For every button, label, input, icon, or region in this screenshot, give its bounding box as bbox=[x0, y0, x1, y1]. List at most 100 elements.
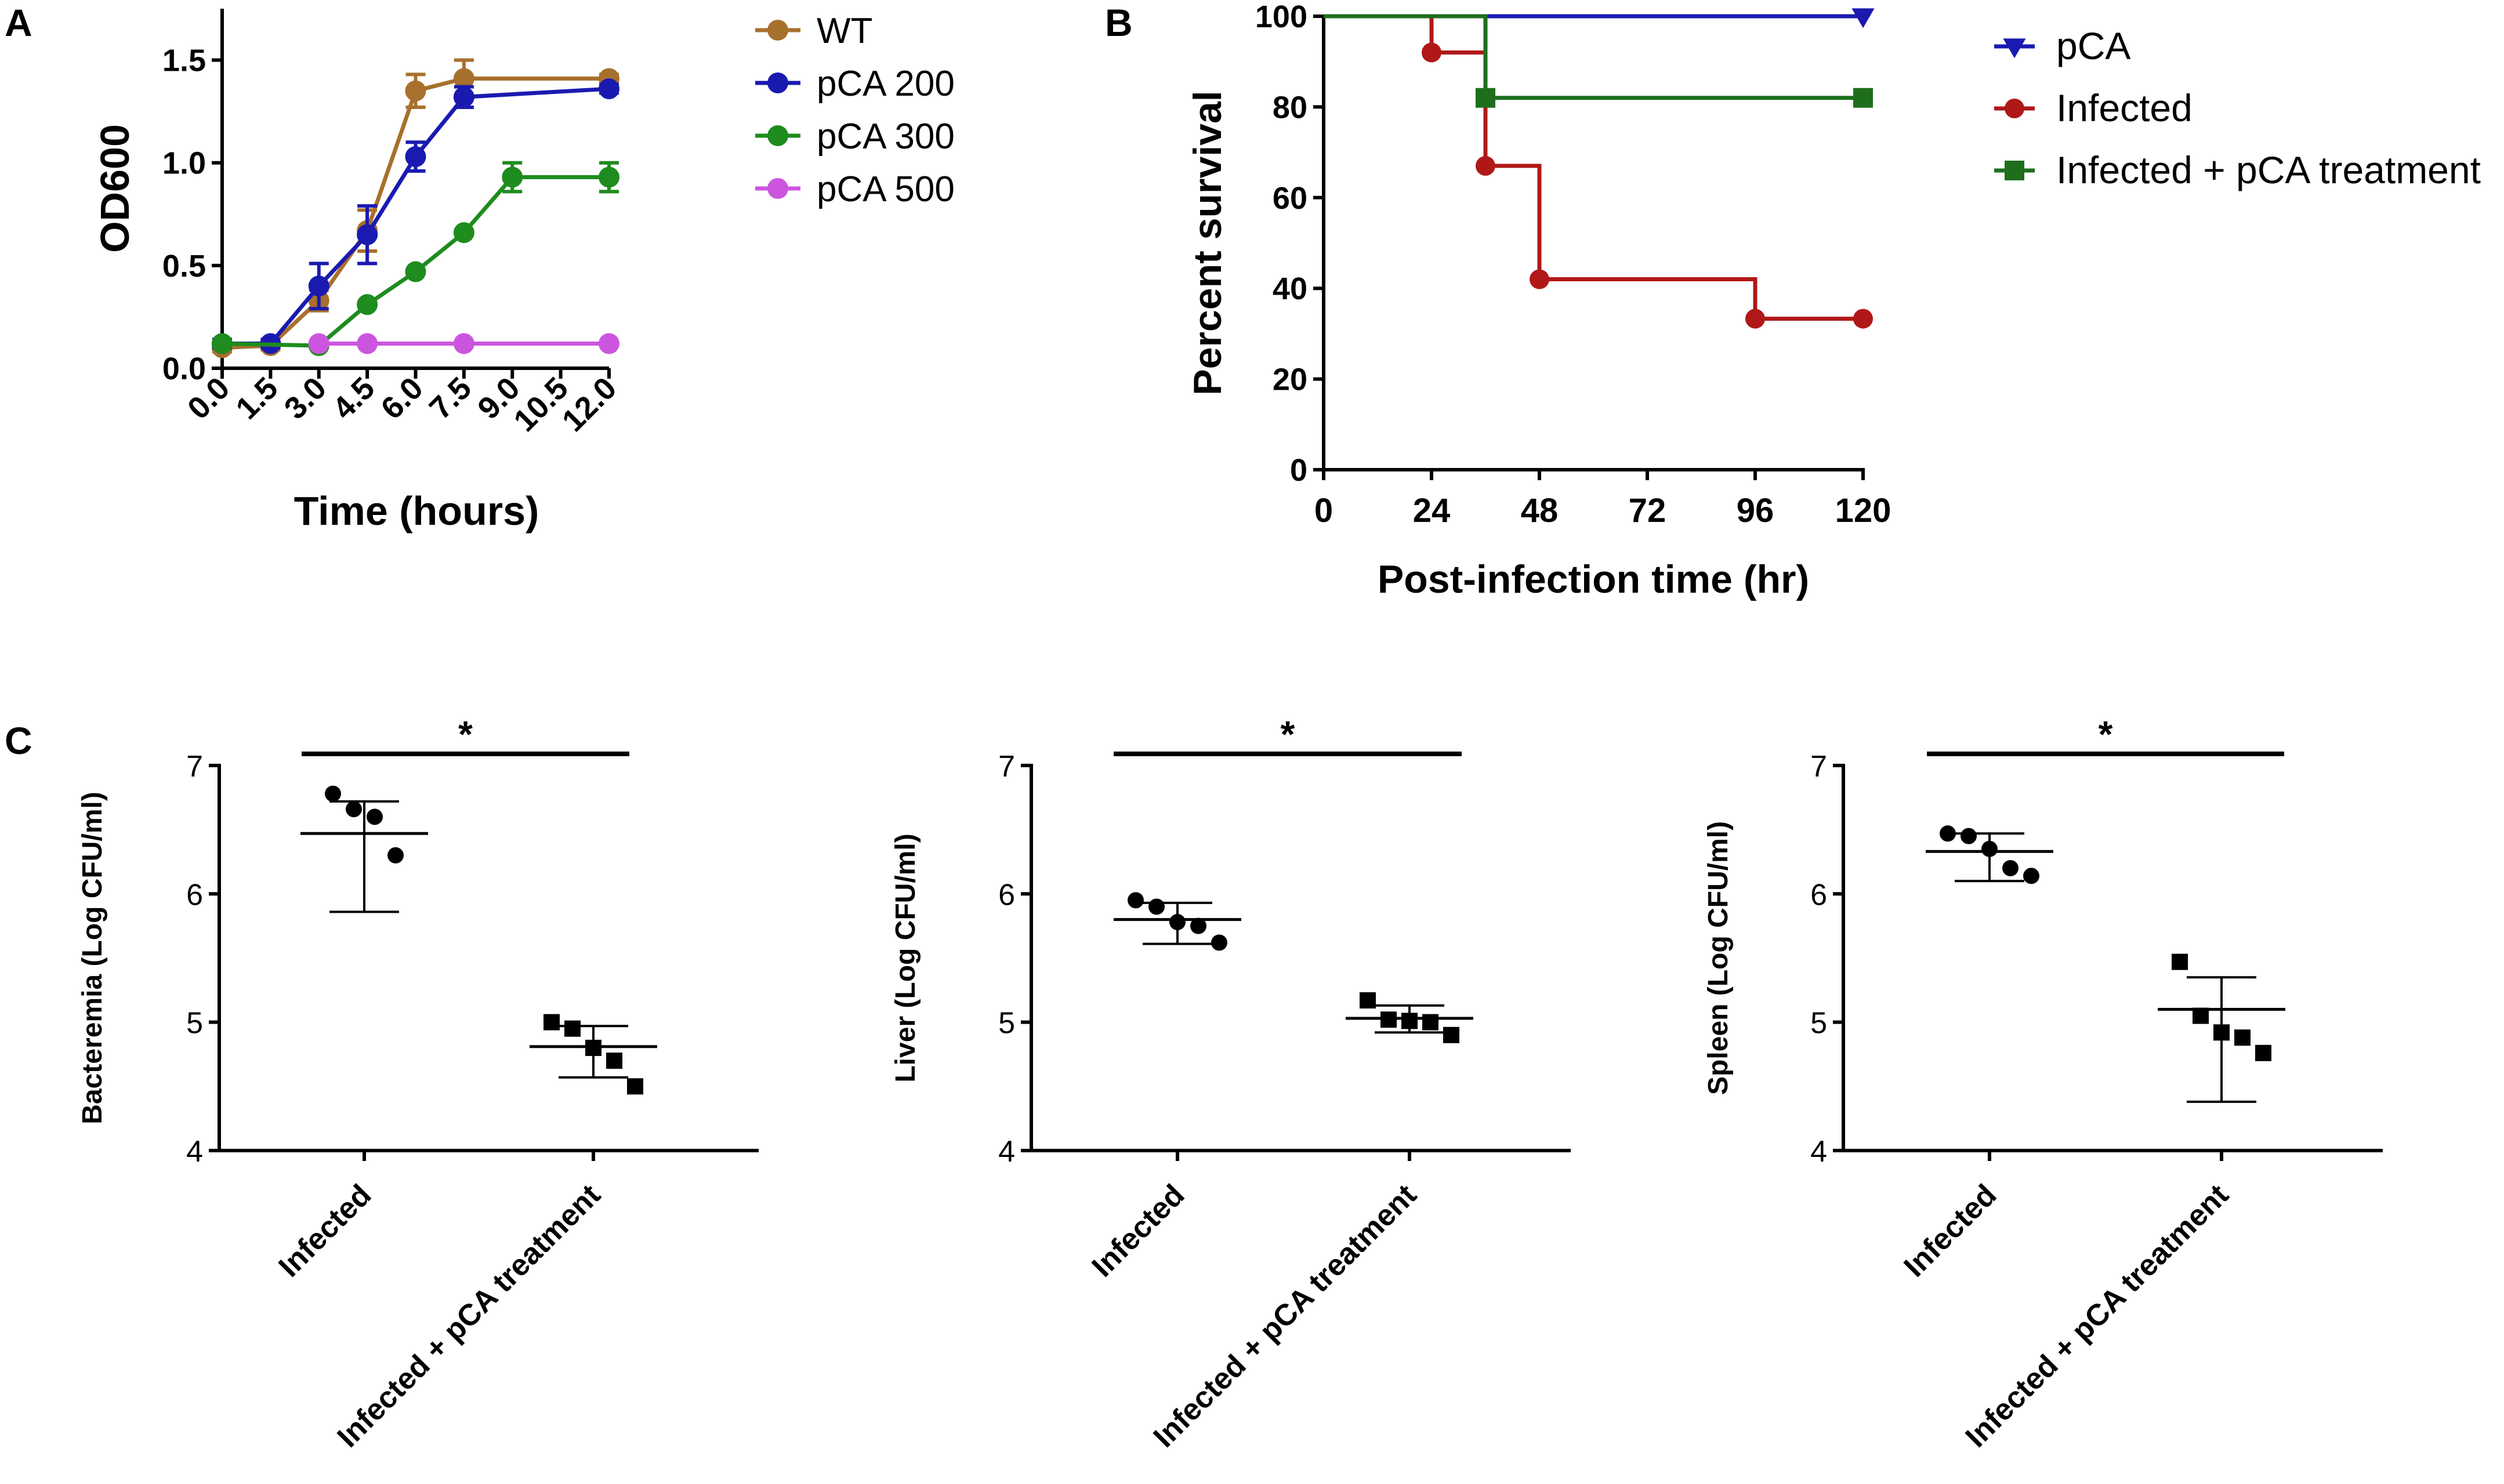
series-line bbox=[222, 76, 609, 350]
x-tick-label: 48 bbox=[1521, 492, 1559, 529]
data-point bbox=[1851, 8, 1875, 28]
data-point bbox=[453, 68, 474, 89]
legend-marker bbox=[2005, 99, 2024, 118]
data-point bbox=[308, 333, 329, 354]
legend-label: pCA bbox=[2056, 24, 2130, 67]
data-point bbox=[453, 86, 474, 108]
significance-star: * bbox=[458, 713, 473, 755]
data-point bbox=[453, 222, 474, 244]
y-tick-label: 1.5 bbox=[162, 43, 206, 78]
legend-label: pCA 200 bbox=[817, 64, 955, 104]
significance-star: * bbox=[2099, 713, 2113, 755]
y-tick-label: 7 bbox=[1810, 750, 1827, 783]
data-point bbox=[1476, 88, 1495, 108]
spleen-chart: 4 5 6 7 Spleen (Log CFU/ml) InfectedInfected … bbox=[1703, 713, 2383, 1454]
y-tick-label: 0.0 bbox=[162, 351, 206, 386]
data-point bbox=[1360, 992, 1376, 1009]
x-tick-label: 96 bbox=[1737, 492, 1774, 529]
data-point bbox=[599, 166, 619, 188]
series-pca-500 bbox=[308, 333, 619, 354]
legend-label: WT bbox=[817, 11, 872, 51]
y-tick-label: 7 bbox=[186, 750, 203, 783]
series-wt bbox=[212, 58, 619, 358]
data-point bbox=[599, 78, 619, 100]
data-point bbox=[405, 146, 426, 168]
group-infected-pca-treatment bbox=[1346, 992, 1473, 1043]
y-tick-label: 6 bbox=[998, 878, 1015, 912]
data-point bbox=[1169, 914, 1186, 931]
data-point bbox=[2234, 1029, 2251, 1046]
legend-marker bbox=[767, 20, 788, 41]
data-point bbox=[1211, 934, 1227, 951]
data-point bbox=[1148, 898, 1165, 915]
data-point bbox=[346, 801, 362, 818]
y-tick-label: 1.0 bbox=[162, 146, 206, 181]
data-point bbox=[387, 847, 404, 863]
data-point bbox=[2023, 868, 2039, 884]
data-point bbox=[564, 1020, 581, 1037]
series-pca-300 bbox=[212, 161, 619, 357]
data-point bbox=[2172, 953, 2188, 970]
x-axis-title: Post-infection time (hr) bbox=[1378, 557, 1809, 601]
data-point bbox=[1401, 1013, 1418, 1029]
data-point bbox=[585, 1039, 601, 1056]
legend-marker bbox=[767, 178, 788, 199]
data-point bbox=[1380, 1011, 1397, 1028]
data-point bbox=[1190, 917, 1206, 934]
y-tick-label: 40 bbox=[1273, 271, 1307, 306]
data-point bbox=[599, 333, 619, 354]
group-infected-pca-treatment bbox=[530, 1014, 657, 1095]
series-line bbox=[222, 86, 610, 346]
data-point bbox=[543, 1014, 560, 1031]
series-infected bbox=[1324, 14, 1873, 329]
series-pca-200 bbox=[212, 78, 619, 354]
legend-label: Infected bbox=[2056, 86, 2193, 129]
data-point bbox=[1476, 156, 1495, 176]
x-tick-label: 4.5 bbox=[326, 371, 382, 426]
legend-label: pCA 500 bbox=[817, 169, 955, 209]
x-tick-label: 7.5 bbox=[423, 371, 479, 426]
legend-marker bbox=[2003, 38, 2026, 59]
y-tick-label: 20 bbox=[1273, 362, 1307, 397]
data-point bbox=[1128, 892, 1144, 909]
data-point bbox=[2255, 1044, 2271, 1061]
y-axis-title: Percent survival bbox=[1186, 90, 1230, 395]
data-point bbox=[1422, 42, 1441, 63]
y-tick-label: 6 bbox=[1810, 878, 1827, 912]
data-point bbox=[367, 808, 383, 825]
category-label: Infected bbox=[272, 1178, 378, 1283]
x-tick-label: 1.5 bbox=[229, 371, 285, 426]
survival-line bbox=[1324, 14, 1863, 321]
data-point bbox=[453, 333, 474, 354]
data-point bbox=[357, 333, 378, 354]
legend-label: Infected + pCA treatment bbox=[2056, 148, 2481, 191]
data-point bbox=[1940, 825, 1956, 842]
group-infected bbox=[1114, 892, 1241, 951]
x-tick-label: 6.0 bbox=[374, 371, 430, 426]
legend-marker bbox=[767, 125, 788, 146]
growth-curve-chart: 0.00.51.01.50.01.53.04.56.07.59.010.512.… bbox=[92, 9, 955, 534]
x-tick-label: 12.0 bbox=[556, 371, 624, 438]
legend: WT pCA 200 pCA 300 pCA 500 bbox=[755, 11, 955, 209]
data-point bbox=[1853, 88, 1873, 108]
survival-line bbox=[1324, 14, 1863, 100]
data-point bbox=[627, 1078, 643, 1095]
y-tick-label: 4 bbox=[998, 1135, 1015, 1169]
series-infected-pca-treatment bbox=[1324, 14, 1873, 108]
legend-marker bbox=[2005, 161, 2024, 180]
y-tick-label: 60 bbox=[1273, 181, 1307, 216]
panel-label-a: A bbox=[5, 1, 32, 44]
x-tick-label: 72 bbox=[1629, 492, 1666, 529]
data-point bbox=[2213, 1024, 2230, 1041]
y-axis-title: Spleen (Log CFU/ml) bbox=[1703, 821, 1734, 1095]
panel-labels: A B C bbox=[5, 1, 1133, 762]
y-tick-label: 6 bbox=[186, 878, 203, 912]
category-label: Infected bbox=[1897, 1178, 2003, 1283]
data-point bbox=[308, 275, 329, 297]
legend: pCA Infected Infected + pCA treatment bbox=[1994, 24, 2481, 191]
y-axis-title: OD600 bbox=[92, 124, 137, 253]
y-tick-label: 0.5 bbox=[162, 249, 206, 284]
data-point bbox=[357, 294, 378, 315]
